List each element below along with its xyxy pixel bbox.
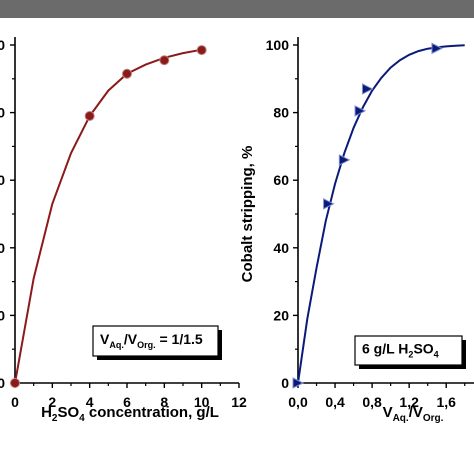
data-point bbox=[122, 68, 132, 79]
data-point bbox=[84, 110, 95, 121]
annotation-text-part: Org. bbox=[137, 340, 156, 350]
annotation-text-part: /V bbox=[124, 331, 138, 347]
data-point bbox=[354, 105, 367, 117]
data-point bbox=[196, 45, 207, 56]
x-axis-title-part: Aq. bbox=[393, 413, 409, 424]
y-tick-label: 20 bbox=[0, 307, 5, 323]
x-tick-label: 2 bbox=[48, 394, 56, 410]
x-axis-title-part: /V bbox=[409, 404, 423, 421]
y-tick-label: 100 bbox=[266, 37, 290, 53]
data-point bbox=[10, 378, 20, 388]
x-axis-title: VAq./VOrg. bbox=[383, 404, 444, 424]
data-point bbox=[431, 42, 444, 55]
y-tick-label: 0 bbox=[0, 375, 5, 391]
y-tick-label: 60 bbox=[0, 172, 5, 188]
x-axis-title-part: 4 bbox=[79, 413, 85, 424]
y-tick-label: 60 bbox=[273, 172, 289, 188]
annotation-text-part: 2 bbox=[408, 350, 413, 360]
x-tick-label: 1,2 bbox=[399, 394, 419, 410]
chart-sulfuric-acid: 020406080100024681012H2SO4 concentration… bbox=[0, 37, 247, 424]
data-point bbox=[361, 83, 374, 95]
data-point bbox=[159, 55, 170, 66]
x-axis-title-part: H bbox=[41, 404, 52, 421]
annotation-text-part: Aq. bbox=[109, 340, 124, 350]
x-axis-title-part: V bbox=[383, 404, 393, 421]
top-band bbox=[0, 0, 474, 18]
y-tick-label: 80 bbox=[273, 105, 289, 121]
x-axis-title-part: concentration, g/L bbox=[85, 404, 219, 421]
x-tick-label: 0,4 bbox=[325, 394, 345, 410]
annotation-text-part: = 1/1.5 bbox=[156, 331, 203, 347]
x-tick-label: 12 bbox=[231, 394, 247, 410]
y-tick-label: 100 bbox=[0, 37, 5, 53]
y-tick-label: 40 bbox=[0, 240, 5, 256]
x-tick-label: 4 bbox=[86, 394, 94, 410]
x-axis-title: H2SO4 concentration, g/L bbox=[41, 404, 219, 424]
y-tick-label: 40 bbox=[273, 240, 289, 256]
data-point bbox=[323, 198, 335, 210]
y-tick-label: 80 bbox=[0, 105, 5, 121]
x-tick-label: 8 bbox=[160, 394, 168, 410]
annotation-text: 6 g/L H2SO4 bbox=[362, 341, 439, 360]
annotation-text-part: SO bbox=[413, 341, 433, 357]
x-tick-label: 0,8 bbox=[362, 394, 382, 410]
x-axis-title-part: Org. bbox=[423, 413, 444, 424]
annotation-text-part: 6 g/L H bbox=[362, 341, 408, 357]
data-point bbox=[338, 154, 351, 166]
annotation-box bbox=[92, 325, 219, 357]
y-axis-title: Cobalt stripping, % bbox=[239, 146, 256, 283]
x-tick-label: 0 bbox=[11, 394, 19, 410]
x-axis-title-part: 2 bbox=[52, 413, 58, 424]
y-tick-label: 20 bbox=[273, 307, 289, 323]
annotation-box bbox=[354, 335, 463, 366]
x-axis-title-part: SO bbox=[57, 404, 79, 421]
fit-curve bbox=[297, 44, 465, 384]
data-point bbox=[292, 377, 305, 389]
x-tick-label: 0,0 bbox=[288, 394, 308, 410]
y-tick-label: 0 bbox=[281, 375, 289, 391]
x-tick-label: 6 bbox=[123, 394, 131, 410]
annotation-text-part: V bbox=[100, 331, 110, 347]
fit-curve bbox=[14, 48, 202, 384]
x-tick-label: 10 bbox=[194, 394, 210, 410]
x-tick-label: 1,6 bbox=[436, 394, 456, 410]
annotation-text: VAq./VOrg. = 1/1.5 bbox=[100, 331, 203, 350]
annotation-text-part: 4 bbox=[434, 350, 439, 360]
